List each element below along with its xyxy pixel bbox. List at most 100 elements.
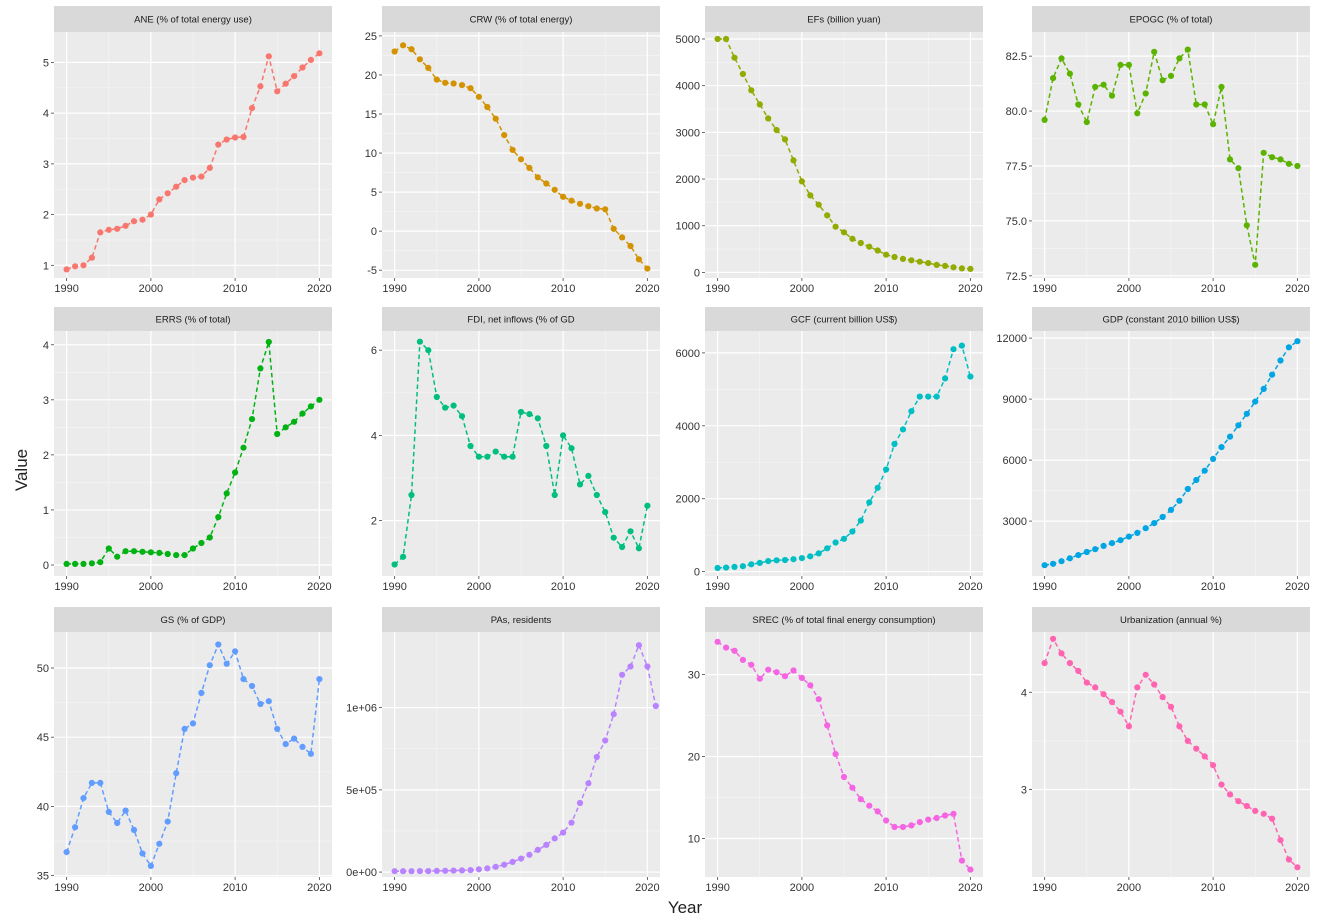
data-point	[958, 265, 966, 272]
x-tick-label: 2010	[1201, 882, 1225, 894]
data-point	[534, 174, 541, 181]
data-point	[433, 76, 440, 83]
data-point	[1176, 723, 1183, 730]
data-point	[484, 103, 491, 111]
panel-title: EFs (billion yuan)	[807, 15, 880, 26]
data-point	[593, 205, 600, 212]
data-point	[257, 700, 264, 708]
data-point	[950, 810, 957, 818]
series-line	[394, 643, 657, 872]
panel-strip	[705, 6, 983, 32]
y-tick-label: 3	[43, 395, 49, 407]
data-point	[1151, 48, 1158, 55]
data-point	[425, 347, 432, 354]
data-point	[391, 561, 398, 568]
data-point	[240, 444, 247, 451]
data-point	[492, 448, 499, 455]
x-tick-label: 2020	[307, 882, 331, 894]
y-tick-label: 80.0	[1006, 106, 1027, 118]
y-tick-label: 0	[694, 567, 700, 579]
data-point	[105, 808, 112, 816]
data-point	[610, 534, 617, 541]
data-point	[282, 80, 289, 87]
data-point	[593, 491, 600, 499]
data-point	[1201, 467, 1208, 474]
data-point	[408, 46, 415, 53]
data-point	[88, 254, 95, 261]
data-point	[1050, 635, 1057, 642]
y-tick-label: 2	[43, 450, 49, 462]
data-point	[105, 545, 112, 552]
data-point	[849, 784, 856, 791]
y-tick-label: 10	[365, 148, 377, 160]
data-point	[1294, 864, 1301, 871]
y-tick-label: -5	[367, 265, 377, 277]
data-point	[257, 365, 264, 372]
y-tick-label: 72.5	[1006, 271, 1027, 283]
data-point	[433, 393, 440, 401]
data-point	[1066, 70, 1073, 77]
panel-5: ERRS (% of total) 1990 2000 2010 2020 0 1 2 3 4	[43, 307, 332, 593]
data-point	[815, 696, 822, 703]
data-point	[723, 644, 730, 651]
x-tick-label: 1990	[1032, 882, 1056, 894]
data-point	[874, 484, 881, 491]
data-point	[484, 865, 491, 872]
data-point	[316, 676, 323, 683]
data-point	[114, 819, 121, 827]
x-tick-label: 2000	[139, 882, 163, 894]
data-point	[299, 64, 306, 71]
y-tick-label: 4	[43, 340, 49, 352]
data-point	[400, 868, 407, 875]
data-point	[88, 560, 95, 567]
data-point	[1285, 856, 1292, 863]
data-point	[72, 824, 79, 831]
x-tick-label: 2010	[874, 581, 898, 593]
y-tick-label: 25	[365, 31, 377, 43]
data-point	[798, 674, 806, 682]
data-point	[925, 260, 932, 267]
data-point	[1277, 156, 1284, 163]
panel-title: FDI, net inflows (% of GD	[467, 315, 574, 326]
data-point	[1201, 101, 1208, 108]
data-point	[748, 87, 755, 94]
data-point	[714, 35, 721, 43]
data-point	[1134, 110, 1141, 117]
x-tick-label: 1990	[1032, 283, 1056, 295]
data-point	[391, 868, 398, 875]
data-point	[840, 229, 848, 236]
y-tick-label: 0	[43, 560, 49, 572]
data-point	[652, 702, 659, 710]
y-tick-label: 2000	[676, 174, 700, 186]
y-tick-label: 1	[43, 505, 49, 517]
y-tick-label: 4000	[676, 421, 700, 433]
data-point	[80, 795, 87, 802]
data-point	[501, 861, 508, 868]
x-tick-label: 2010	[223, 581, 247, 593]
data-point	[560, 432, 567, 439]
data-point	[832, 539, 839, 546]
data-point	[568, 819, 575, 826]
data-point	[526, 411, 533, 418]
panel-title: GDP (constant 2010 billion US$)	[1102, 315, 1239, 326]
data-point	[458, 82, 466, 89]
data-point	[173, 552, 180, 559]
y-tick-label: 20	[365, 70, 377, 82]
data-point	[215, 641, 222, 648]
data-point	[840, 535, 848, 542]
data-point	[1100, 81, 1107, 88]
panel-title: PAs, residents	[491, 615, 552, 626]
data-point	[1075, 101, 1082, 108]
data-point	[781, 136, 789, 143]
data-point	[156, 196, 163, 203]
data-point	[908, 822, 915, 829]
x-axis-label: Year	[667, 898, 703, 917]
data-point	[139, 216, 146, 223]
data-point	[1243, 802, 1250, 810]
data-point	[442, 867, 449, 874]
data-point	[206, 534, 213, 541]
data-point	[857, 796, 864, 803]
panel-title: SREC (% of total final energy consumptio…	[752, 615, 935, 626]
data-point	[576, 200, 584, 207]
